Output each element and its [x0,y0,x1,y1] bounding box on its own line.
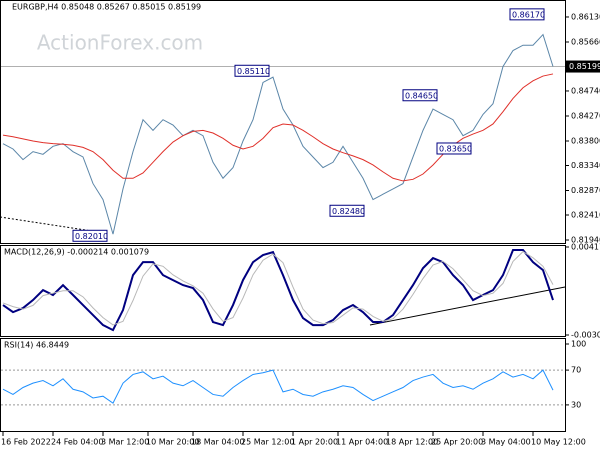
y-tick-label: 70 [571,366,581,375]
price-title: EURGBP,H4 0.85048 0.85267 0.85015 0.8519… [12,3,201,12]
x-tick-label: 11 Apr 04:00 [336,438,388,447]
x-tick-label: 3 Mar 12:00 [101,438,149,447]
watermark: ActionForex.com [37,31,203,55]
y-tick-label: 0.004179 [571,243,600,252]
x-tick-label: 18 Apr 12:00 [386,438,438,447]
y-tick-label: 30 [571,400,581,409]
x-tick-label: 1 Apr 20:00 [291,438,338,447]
annotation-label: 0.86170 [512,10,545,19]
series-line [2,369,554,404]
annotation-box [402,89,438,102]
annotation-label: 0.82010 [75,232,108,241]
rsi-panel [0,338,566,432]
annotation-box [436,142,472,155]
series-line [2,251,554,326]
x-tick-label: 24 Feb 04:00 [51,438,103,447]
x-tick-label: 10 Mar 20:00 [146,438,199,447]
macd-title: MACD(12,26,9) -0.000214 0.001079 [4,248,149,257]
macd-trend-line [369,286,566,326]
annotation-box [329,204,365,217]
series-line [2,33,554,235]
annotation-label: 0.83650 [439,144,472,153]
annotation-label: 0.84650 [405,91,438,100]
x-tick-label: 10 May 12:00 [531,438,586,447]
y-tick-label: 100 [571,340,586,349]
annotation-box [72,229,108,242]
y-tick-label: -0.003022 [571,331,600,340]
x-tick-label: 3 May 04:00 [481,438,531,447]
x-tick-label: 18 Mar 04:00 [191,438,244,447]
rsi-title: RSI(14) 46.8449 [4,341,69,350]
annotation-box [509,8,545,21]
x-tick-label: 25 Mar 12:00 [241,438,294,447]
x-tick-label: 25 Apr 20:00 [431,438,483,447]
annotation-label: 0.85110 [237,67,270,76]
series-line [2,249,554,332]
current-price-box [566,60,600,73]
series-line [2,73,554,182]
current-price-label: 0.85199 [569,62,600,71]
x-tick-label: 16 Feb 2022 [1,438,51,447]
annotation-label: 0.82480 [332,207,365,216]
macd-panel [0,245,566,337]
annotation-box [234,64,270,77]
price-panel [0,0,566,244]
